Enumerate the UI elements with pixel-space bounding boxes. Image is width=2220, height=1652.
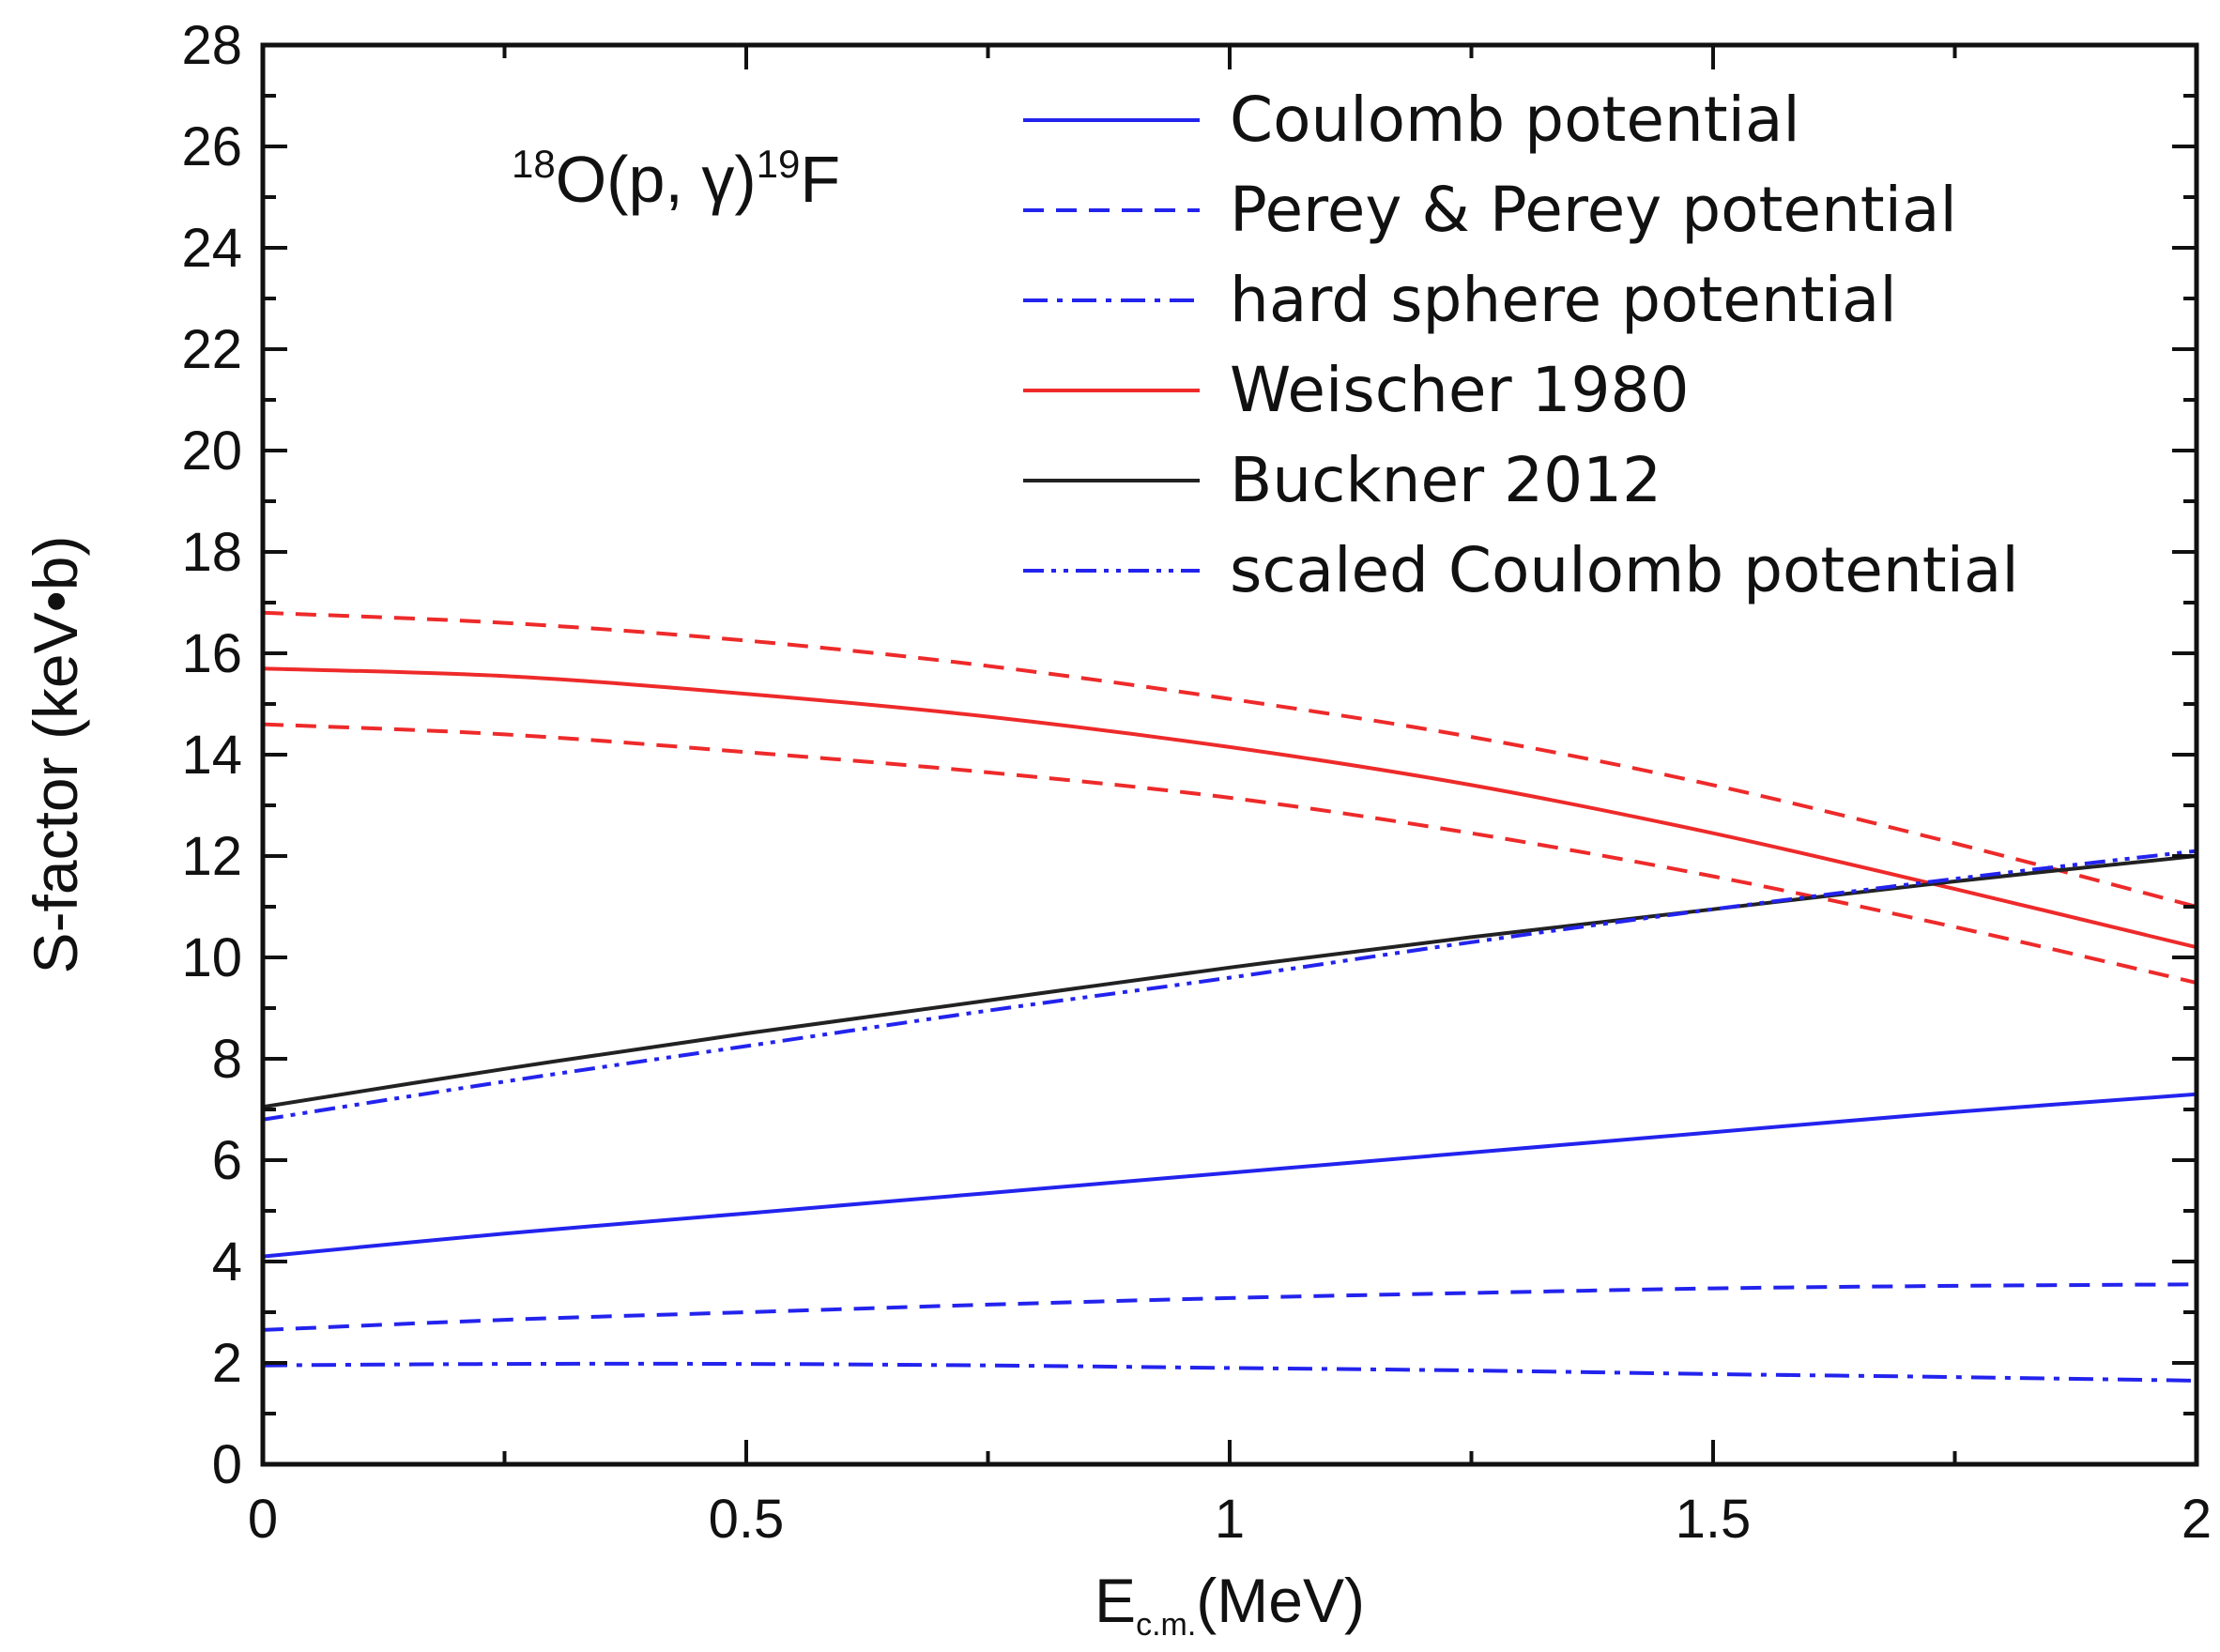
annotation-text: F bbox=[800, 143, 840, 216]
annotation-superscript: 18 bbox=[512, 142, 556, 186]
y-tick-label: 6 bbox=[212, 1130, 242, 1191]
series-line-weischer-1980-lower-bound bbox=[263, 722, 2197, 985]
x-title-main: E bbox=[1095, 1566, 1136, 1635]
y-tick-label: 10 bbox=[181, 927, 242, 988]
y-tick-label: 18 bbox=[181, 522, 242, 583]
annotation-text: O(p, bbox=[556, 143, 702, 216]
x-tick-label: 2 bbox=[2182, 1489, 2212, 1550]
x-title-unit: (MeV) bbox=[1196, 1566, 1365, 1635]
y-tick-label: 28 bbox=[181, 15, 242, 76]
y-tick-label: 24 bbox=[181, 218, 242, 279]
series-line-weischer-1980 bbox=[263, 666, 2197, 950]
series-line-coulomb-potential bbox=[263, 1092, 2197, 1259]
series-line-weischer-1980-upper-bound bbox=[263, 610, 2197, 909]
legend-label-scaled-coulomb-potential: scaled Coulomb potential bbox=[1230, 534, 2019, 606]
plot-frame bbox=[260, 42, 2199, 1467]
x-tick-label: 0 bbox=[248, 1489, 278, 1550]
legend-label-hard-sphere-potential: hard sphere potential bbox=[1230, 264, 1897, 336]
x-tick-label: 1.5 bbox=[1676, 1489, 1752, 1550]
annotation-text: ) bbox=[734, 143, 756, 216]
legend-label-weischer-1980: Weischer 1980 bbox=[1230, 354, 1690, 426]
ticks-layer bbox=[261, 43, 2198, 1466]
y-tick-label: 16 bbox=[181, 623, 242, 684]
y-tick-label: 4 bbox=[212, 1231, 242, 1293]
series-line-hard-sphere-potential bbox=[263, 1361, 2197, 1383]
legend-label-perey-perey-potential: Perey & Perey potential bbox=[1230, 174, 1957, 246]
x-axis-title: Ec.m.(MeV) bbox=[1095, 1566, 1365, 1643]
legend-label-coulomb-potential: Coulomb potential bbox=[1230, 84, 1800, 156]
x-title-subscript: c.m. bbox=[1136, 1607, 1196, 1643]
y-tick-label: 12 bbox=[181, 826, 242, 887]
annotation-text: γ bbox=[701, 143, 734, 216]
y-tick-label: 0 bbox=[212, 1434, 242, 1495]
y-tick-label: 26 bbox=[181, 116, 242, 177]
annotation-superscript: 19 bbox=[757, 142, 801, 186]
x-tick-label: 1 bbox=[1215, 1489, 1245, 1550]
y-tick-label: 8 bbox=[212, 1029, 242, 1090]
y-tick-label: 22 bbox=[181, 319, 242, 380]
series-layer bbox=[263, 610, 2197, 1383]
y-tick-label: 14 bbox=[181, 725, 242, 786]
x-tick-label: 0.5 bbox=[709, 1489, 785, 1550]
series-line-buckner-2012 bbox=[263, 854, 2197, 1109]
y-axis-title: S-factor (keV•b) bbox=[21, 536, 90, 974]
reaction-annotation: 18O(p, γ)19F bbox=[512, 142, 840, 216]
y-tick-label: 20 bbox=[181, 421, 242, 482]
series-line-perey-perey-potential bbox=[263, 1282, 2197, 1332]
legend-label-buckner-2012: Buckner 2012 bbox=[1230, 444, 1661, 516]
legend: Coulomb potential Perey & Perey potential… bbox=[1023, 84, 2019, 606]
y-tick-label: 2 bbox=[212, 1333, 242, 1394]
series-line-scaled-coulomb-potential bbox=[263, 849, 2197, 1122]
